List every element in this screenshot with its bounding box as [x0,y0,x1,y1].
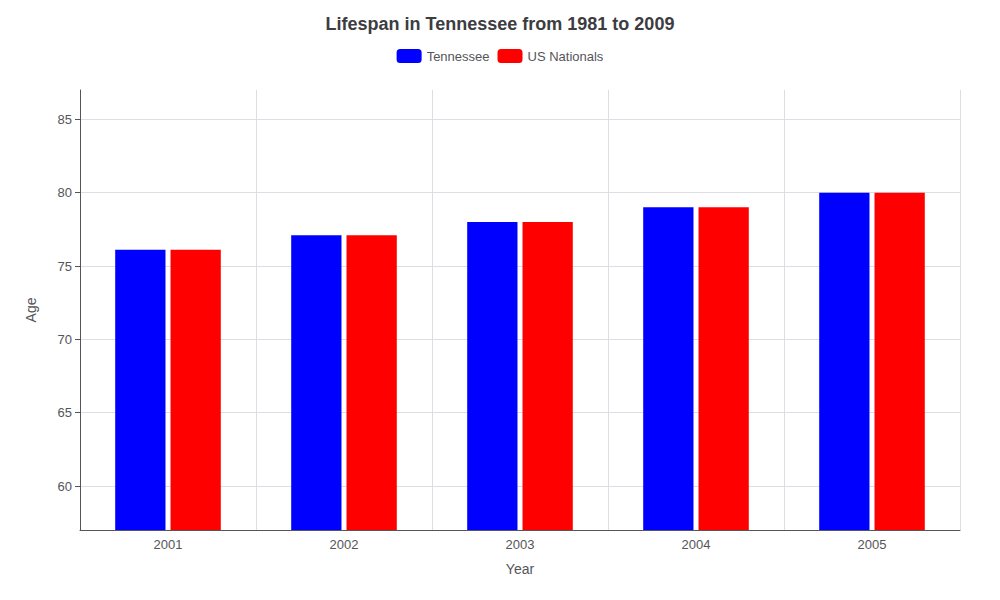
svg-text:US Nationals: US Nationals [528,49,604,64]
svg-text:2004: 2004 [682,537,711,552]
svg-text:80: 80 [58,185,72,200]
svg-text:70: 70 [58,332,72,347]
svg-text:75: 75 [58,259,72,274]
svg-text:60: 60 [58,479,72,494]
svg-text:Tennessee: Tennessee [427,49,490,64]
svg-text:2001: 2001 [154,537,183,552]
svg-text:65: 65 [58,405,72,420]
svg-text:Lifespan in Tennessee from 198: Lifespan in Tennessee from 1981 to 2009 [326,14,675,34]
svg-text:Year: Year [506,561,535,577]
svg-text:Age: Age [23,297,39,322]
svg-text:2003: 2003 [506,537,535,552]
svg-text:2005: 2005 [858,537,887,552]
svg-text:85: 85 [58,112,72,127]
svg-text:2002: 2002 [330,537,359,552]
